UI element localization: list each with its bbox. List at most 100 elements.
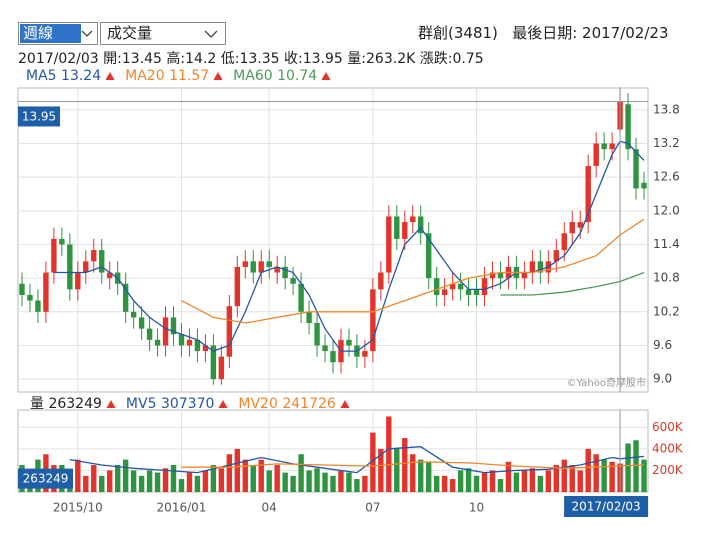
candle-body: [593, 143, 599, 166]
volume-bar: [170, 465, 177, 492]
crosshair-box: [18, 468, 73, 489]
volume-bar: [585, 448, 591, 492]
volume-bar: [609, 461, 615, 492]
candle-body: [601, 143, 607, 150]
up-arrow: [340, 400, 350, 408]
candle-body: [178, 334, 185, 346]
candle-body: [35, 300, 41, 312]
info-label: 開:: [103, 51, 122, 67]
candle-body: [282, 266, 288, 279]
volume-bar: [178, 479, 185, 492]
indicator-select[interactable]: 成交量: [100, 22, 226, 45]
dropdown-arrow: [81, 30, 93, 37]
volume-bar: [473, 475, 480, 492]
ma-line: [69, 446, 645, 474]
y-tick-label: 9.0: [653, 372, 672, 386]
legend-value: 13.24: [61, 68, 102, 84]
volume-bar: [114, 465, 121, 492]
volume-bar: [394, 448, 400, 492]
volume-bar: [122, 459, 129, 492]
x-tick-label: 07: [365, 501, 380, 515]
volume-bar: [130, 470, 137, 492]
candle-body: [59, 238, 65, 245]
candle-body: [91, 250, 97, 262]
crosshair-value: 13.95: [22, 109, 56, 123]
volume-bar: [513, 472, 520, 492]
last-date-label: 最後日期:: [512, 24, 578, 42]
info-value: 0.75: [452, 51, 484, 67]
candle-body: [242, 261, 248, 267]
volume-bar: [210, 465, 217, 492]
volume-bar: [410, 454, 416, 492]
candle-body: [529, 261, 536, 273]
volume-bar: [234, 448, 241, 492]
volume-bar: [489, 470, 496, 492]
candle-body: [266, 261, 272, 267]
candle-body: [186, 339, 193, 346]
x-tick-label: 10: [469, 501, 484, 515]
info-date: 2017/02/03: [18, 51, 99, 67]
volume-bar: [457, 470, 464, 492]
candle-body: [449, 283, 456, 290]
up-arrow-shape: [340, 400, 350, 408]
crosshair-value: 263249: [23, 472, 69, 486]
x-tick-label: 04: [262, 501, 277, 515]
volume-bar: [154, 472, 161, 492]
volume-bar: [107, 470, 113, 492]
legend-value: 241726: [282, 396, 336, 412]
info-value: 13.35: [239, 51, 280, 67]
volume-bar: [386, 416, 392, 492]
crosshair-box: [18, 106, 60, 127]
volume-bar: [561, 459, 567, 492]
candle-body: [75, 272, 81, 290]
ma-line: [500, 271, 645, 296]
candle-body: [330, 351, 336, 363]
candle-body: [43, 272, 49, 312]
volume-bar: [202, 470, 209, 492]
volume-bar: [354, 479, 360, 492]
candle-body: [497, 272, 504, 279]
y-tick-label: 11.4: [653, 237, 680, 251]
candle-body: [146, 328, 153, 340]
up-arrow-shape: [213, 72, 223, 80]
candle-body: [202, 345, 209, 352]
volume-bar: [186, 472, 193, 492]
volume-bar: [258, 459, 264, 492]
legend-value: 10.74: [277, 68, 318, 84]
volume-bar: [441, 475, 448, 492]
legend-name: MA60: [233, 68, 273, 84]
up-arrow: [105, 72, 115, 80]
x-tick-label: 2016/01: [157, 501, 207, 515]
candle-body: [641, 182, 647, 189]
candle-body: [433, 278, 440, 295]
volume-bar: [290, 475, 296, 492]
volume-bar: [242, 459, 248, 492]
period-select[interactable]: 週線: [18, 22, 98, 45]
y-tick-label: 9.6: [653, 338, 672, 352]
legend-name: 量: [30, 396, 44, 412]
candle-body: [234, 266, 241, 307]
y-tick-label: 10.2: [653, 304, 680, 318]
volume-bar: [306, 470, 312, 492]
volume-bar: [545, 470, 552, 492]
candle-body: [553, 250, 559, 262]
up-arrow-shape: [105, 72, 115, 80]
candle-body: [274, 266, 280, 273]
legend-name: MV20: [238, 396, 278, 412]
candle-body: [258, 261, 264, 273]
candle-body: [489, 272, 496, 279]
volume-bar: [402, 438, 408, 492]
candle-body: [170, 317, 177, 335]
volume-bar: [529, 468, 536, 492]
info-label: 收:: [284, 51, 303, 67]
dropdown-arrow: [204, 30, 218, 38]
last-date: 2017/02/23: [582, 24, 669, 42]
y-tick-label: 200K: [652, 463, 684, 477]
candle-body: [386, 216, 392, 273]
volume-bar: [497, 479, 504, 492]
info-value: 13.45: [121, 51, 162, 67]
up-arrow-shape: [218, 400, 228, 408]
candle-body: [394, 216, 400, 239]
candle-body: [290, 278, 296, 284]
